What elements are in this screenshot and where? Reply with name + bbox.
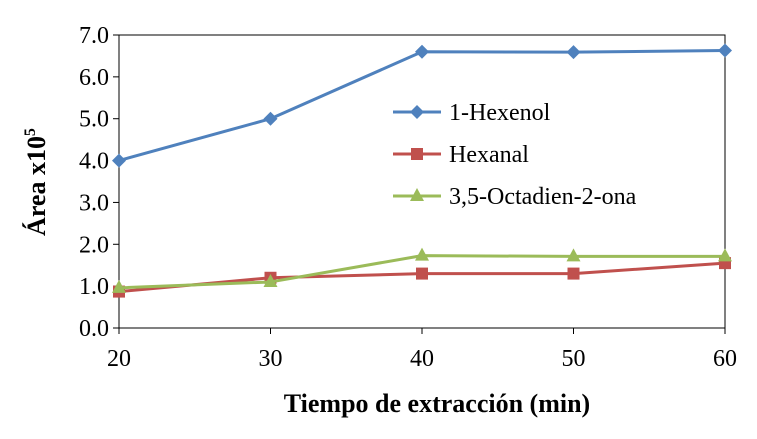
y-tick-label: 0.0	[79, 316, 109, 342]
legend: 1-Hexenol Hexanal 3,5-Octadien-2-ona	[393, 100, 637, 210]
x-tick-label: 60	[713, 346, 737, 372]
data-point	[566, 248, 581, 262]
x-tick-label: 20	[107, 346, 131, 372]
y-tick-label: 4.0	[79, 149, 109, 175]
legend-item: 3,5-Octadien-2-ona	[393, 184, 637, 210]
y-axis-ticks: 0.0 1.0 2.0 3.0 4.0 5.0 6.0 7.0	[79, 23, 119, 342]
y-axis-title: Área x105	[22, 128, 51, 236]
legend-swatch-marker	[411, 148, 423, 160]
data-point	[263, 111, 278, 126]
series-2	[112, 247, 732, 293]
y-tick-label: 7.0	[79, 23, 109, 49]
data-point	[718, 248, 732, 262]
x-tick-label: 40	[410, 346, 434, 372]
x-axis-ticks: 20 30 40 50 60	[107, 328, 737, 372]
legend-swatch-marker	[410, 105, 424, 119]
legend-swatch-marker	[410, 188, 424, 201]
y-tick-label: 2.0	[79, 232, 109, 258]
data-point	[263, 273, 278, 287]
y-axis-title-exponent: 5	[22, 128, 39, 136]
data-point	[415, 247, 429, 261]
legend-label: 3,5-Octadien-2-ona	[449, 184, 637, 210]
data-point	[567, 267, 580, 280]
x-axis-title: Tiempo de extracción (min)	[284, 389, 590, 418]
series-1	[113, 257, 731, 298]
x-tick-label: 30	[259, 346, 283, 372]
series-layer	[112, 43, 732, 298]
y-tick-label: 5.0	[79, 107, 109, 133]
data-point	[112, 153, 126, 168]
legend-item: 1-Hexenol	[393, 100, 551, 126]
legend-item: Hexanal	[393, 142, 529, 168]
y-tick-label: 6.0	[79, 65, 109, 91]
data-point	[566, 45, 581, 60]
data-point	[416, 267, 428, 280]
series-0	[112, 43, 732, 168]
data-point	[415, 44, 429, 59]
x-tick-label: 50	[562, 346, 586, 372]
series-line	[118, 48, 726, 163]
y-tick-label: 1.0	[79, 274, 109, 300]
y-axis-title-text: Área x10	[22, 136, 51, 236]
legend-label: Hexanal	[449, 142, 529, 168]
data-point	[112, 279, 126, 293]
legend-label: 1-Hexenol	[449, 100, 551, 126]
y-tick-label: 3.0	[79, 190, 109, 216]
data-point	[718, 43, 732, 58]
